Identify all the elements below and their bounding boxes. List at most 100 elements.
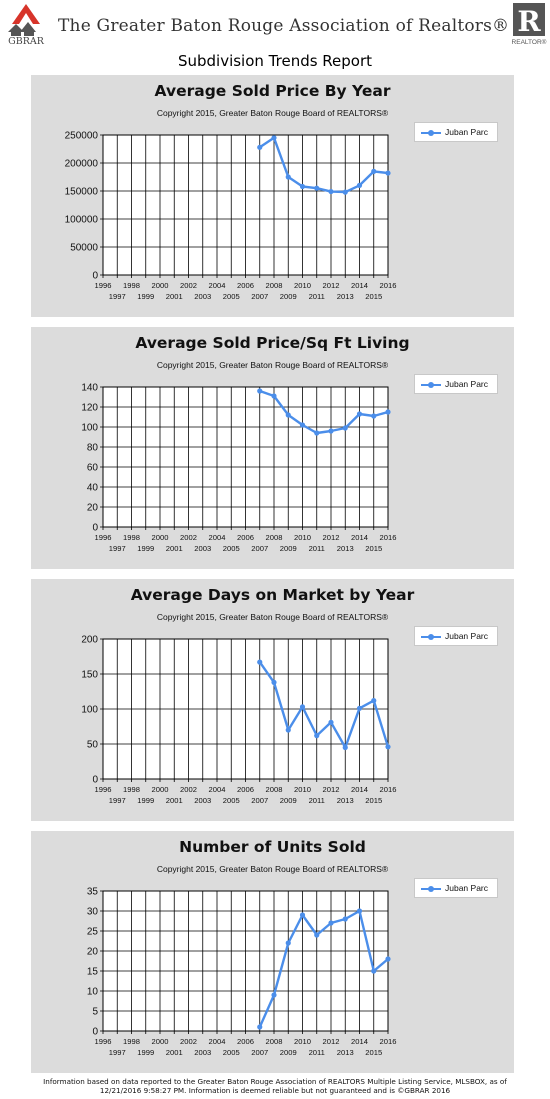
data-point	[342, 189, 348, 195]
x-tick-label: 2005	[223, 544, 240, 553]
data-point	[371, 968, 377, 974]
x-tick-label: 2003	[194, 1048, 211, 1057]
data-point	[328, 428, 334, 434]
x-tick-label: 2010	[294, 533, 311, 542]
plot-border	[102, 134, 389, 276]
series-line	[258, 389, 390, 435]
x-tick-label: 2012	[323, 1037, 340, 1046]
data-point	[285, 940, 291, 946]
x-tick-label: 2004	[209, 785, 226, 794]
x-tick-label: 2010	[294, 281, 311, 290]
chart-subtitle: Copyright 2015, Greater Baton Rouge Boar…	[156, 360, 389, 370]
x-tick-label: 2002	[180, 533, 197, 542]
x-tick-label: 1999	[137, 1048, 154, 1057]
disclaimer-line-1: Information based on data reported to th…	[43, 1077, 507, 1086]
x-tick-label: 1997	[109, 544, 126, 553]
chart-plot: 0 20 40 60 80 100 120 140 1996 1998 2000 2002 2004 20…	[81, 383, 396, 554]
data-point	[257, 659, 263, 665]
plot-border	[102, 386, 389, 528]
legend-label: Juban Parc	[445, 379, 488, 389]
x-tick-label: 2015	[365, 544, 382, 553]
y-tick-label: 20	[87, 947, 99, 958]
x-tick-label: 2002	[180, 785, 197, 794]
chart-title: Average Days on Market by Year	[130, 586, 415, 604]
data-point	[385, 409, 391, 415]
disclaimer-footer: Information based on data reported to th…	[4, 1077, 546, 1095]
chart-legend: Juban Parc	[414, 122, 498, 142]
data-point	[314, 430, 320, 436]
y-tick-label: 30	[87, 907, 99, 918]
x-tick-label: 2000	[152, 785, 169, 794]
chart-plot: 0 5 10 15 20 25 30 35 1996 1998 2000 2002 2004 2006 20…	[87, 887, 397, 1058]
x-tick-label: 2011	[309, 796, 325, 805]
x-tick-label: 1997	[109, 796, 126, 805]
data-point	[385, 170, 391, 176]
data-point	[371, 168, 377, 174]
x-tick-label: 2013	[337, 796, 354, 805]
x-tick-label: 1999	[137, 796, 154, 805]
page-header: GBRAR The Greater Baton Rouge Associatio…	[0, 0, 550, 48]
data-point	[371, 413, 377, 419]
x-tick-label: 2015	[365, 1048, 382, 1057]
x-tick-label: 2014	[351, 281, 368, 290]
x-tick-label: 2008	[266, 1037, 283, 1046]
y-tick-label: 0	[92, 775, 98, 786]
legend-label: Juban Parc	[445, 883, 488, 893]
y-tick-label: 35	[87, 887, 99, 898]
x-tick-label: 2001	[166, 796, 183, 805]
legend-marker-swatch	[428, 886, 434, 892]
data-point	[342, 744, 348, 751]
data-point	[257, 1024, 263, 1030]
x-tick-label: 1998	[123, 785, 140, 794]
x-tick-label: 2000	[152, 533, 169, 542]
legend-marker-swatch	[428, 634, 434, 640]
chart-title: Number of Units Sold	[179, 838, 366, 856]
x-tick-label: 2011	[309, 292, 325, 301]
data-point	[257, 144, 263, 150]
x-tick-label: 2006	[237, 281, 254, 290]
x-tick-label: 2009	[280, 292, 297, 301]
y-tick-label: 5	[92, 1007, 98, 1018]
x-tick-label: 2003	[194, 796, 211, 805]
x-tick-label: 2010	[294, 1037, 311, 1046]
x-tick-label: 2014	[351, 785, 368, 794]
data-point	[314, 185, 320, 191]
data-point	[328, 719, 334, 725]
x-tick-label: 2001	[166, 1048, 183, 1057]
x-tick-label: 2006	[237, 533, 254, 542]
data-point	[285, 727, 291, 733]
data-point	[285, 412, 291, 418]
y-tick-label: 120	[81, 403, 98, 414]
data-point	[356, 182, 363, 188]
x-tick-label: 2010	[294, 785, 311, 794]
x-tick-label: 2000	[152, 1037, 169, 1046]
chart-legend: Juban Parc	[414, 878, 498, 898]
x-tick-label: 2016	[380, 785, 397, 794]
y-tick-label: 50	[87, 740, 99, 751]
x-tick-label: 2012	[323, 281, 340, 290]
realtor-logo: R REALTOR®	[512, 3, 547, 46]
data-point	[385, 956, 391, 962]
y-tick-label: 0	[92, 523, 98, 534]
y-tick-label: 50000	[70, 243, 98, 254]
x-tick-label: 2009	[280, 1048, 297, 1057]
data-point	[299, 912, 306, 918]
legend-label: Juban Parc	[445, 127, 488, 137]
x-tick-label: 2005	[223, 292, 240, 301]
x-tick-label: 2002	[180, 281, 197, 290]
y-tick-label: 150	[81, 670, 98, 681]
chart-subtitle: Copyright 2015, Greater Baton Rouge Boar…	[156, 612, 389, 622]
data-point	[342, 916, 348, 922]
chart-price-per-sqft: 0 20 40 60 80 100 120 140 1996 1998 2000 2002 2004 20…	[31, 327, 514, 569]
data-point	[299, 422, 306, 428]
chart-plot: 0 50000 100000 150000 200000 250000 1996 1998 20…	[65, 131, 397, 302]
x-tick-label: 2007	[251, 292, 268, 301]
x-tick-label: 2016	[380, 1037, 397, 1046]
x-tick-label: 2008	[266, 785, 283, 794]
data-point	[285, 174, 291, 180]
data-point	[385, 744, 391, 750]
x-tick-label: 2008	[266, 533, 283, 542]
x-tick-label: 2009	[280, 796, 297, 805]
x-tick-label: 2009	[280, 544, 297, 553]
x-tick-label: 1998	[123, 533, 140, 542]
